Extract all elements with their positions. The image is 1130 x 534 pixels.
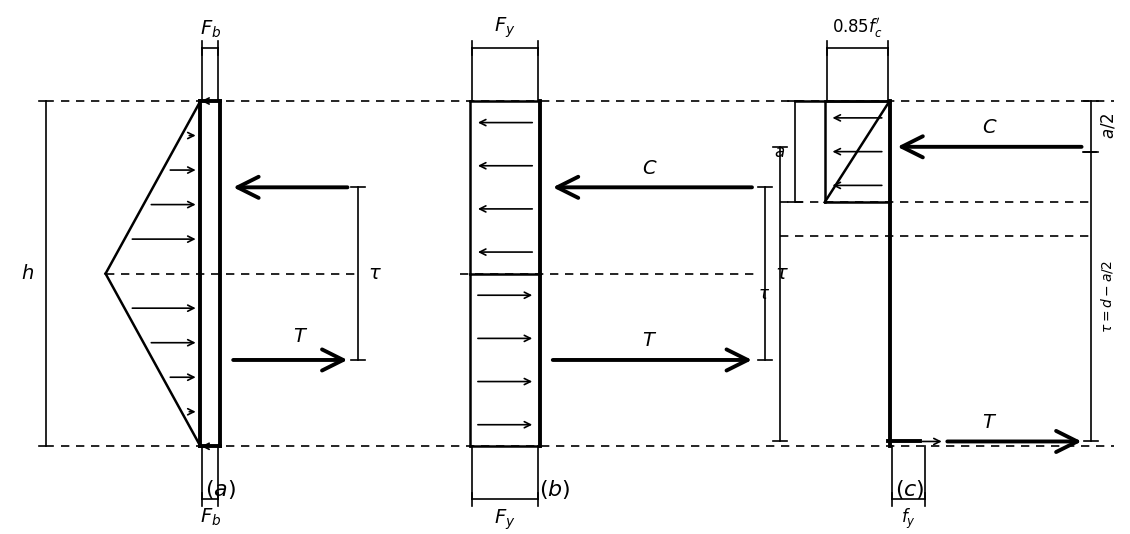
Text: $F_b$: $F_b$ — [200, 19, 221, 40]
Text: $0.85f_c^{\prime}$: $0.85f_c^{\prime}$ — [832, 16, 883, 40]
Text: $a/2$: $a/2$ — [1099, 113, 1118, 139]
Text: $T$: $T$ — [293, 326, 307, 345]
Text: $F_b$: $F_b$ — [200, 507, 221, 528]
Text: $\tau$: $\tau$ — [758, 285, 770, 303]
Text: $h$: $h$ — [20, 264, 34, 283]
Text: $F_y$: $F_y$ — [494, 507, 515, 531]
Text: $C$: $C$ — [642, 159, 658, 178]
Text: $T$: $T$ — [982, 413, 997, 432]
Text: $F_y$: $F_y$ — [494, 15, 515, 40]
Text: $\mathbf{\mathit{(a)}}$: $\mathbf{\mathit{(a)}}$ — [205, 478, 236, 501]
Text: $\tau$: $\tau$ — [775, 264, 789, 283]
Text: $a$: $a$ — [774, 143, 784, 161]
Text: $\tau$: $\tau$ — [368, 264, 382, 283]
Text: $T$: $T$ — [642, 331, 658, 350]
Text: $\tau = d - a/2$: $\tau = d - a/2$ — [1099, 260, 1115, 333]
Text: $\mathbf{\mathit{(b)}}$: $\mathbf{\mathit{(b)}}$ — [539, 478, 571, 501]
Text: $\mathbf{\mathit{(c)}}$: $\mathbf{\mathit{(c)}}$ — [895, 478, 924, 501]
Text: $C$: $C$ — [982, 118, 998, 137]
Text: $f_y$: $f_y$ — [901, 507, 915, 531]
